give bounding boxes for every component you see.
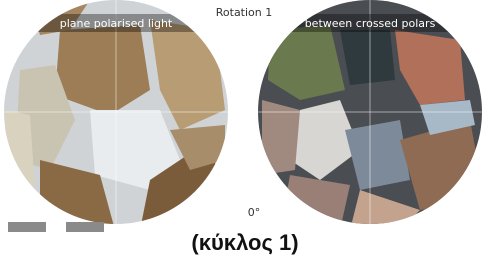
rotation-angle: 0° — [248, 206, 261, 219]
view-label: between crossed polars — [305, 17, 436, 30]
view-label: plane polarised light — [60, 17, 173, 30]
rotation-title: Rotation 1 — [216, 6, 273, 19]
xpl-view — [255, 0, 485, 230]
ppl-view — [0, 0, 230, 230]
control-button[interactable] — [66, 222, 104, 232]
caption: (κύκλος 1) — [191, 230, 298, 255]
viewer: plane polarised light between crossed po… — [0, 0, 490, 267]
control-button[interactable] — [8, 222, 46, 232]
